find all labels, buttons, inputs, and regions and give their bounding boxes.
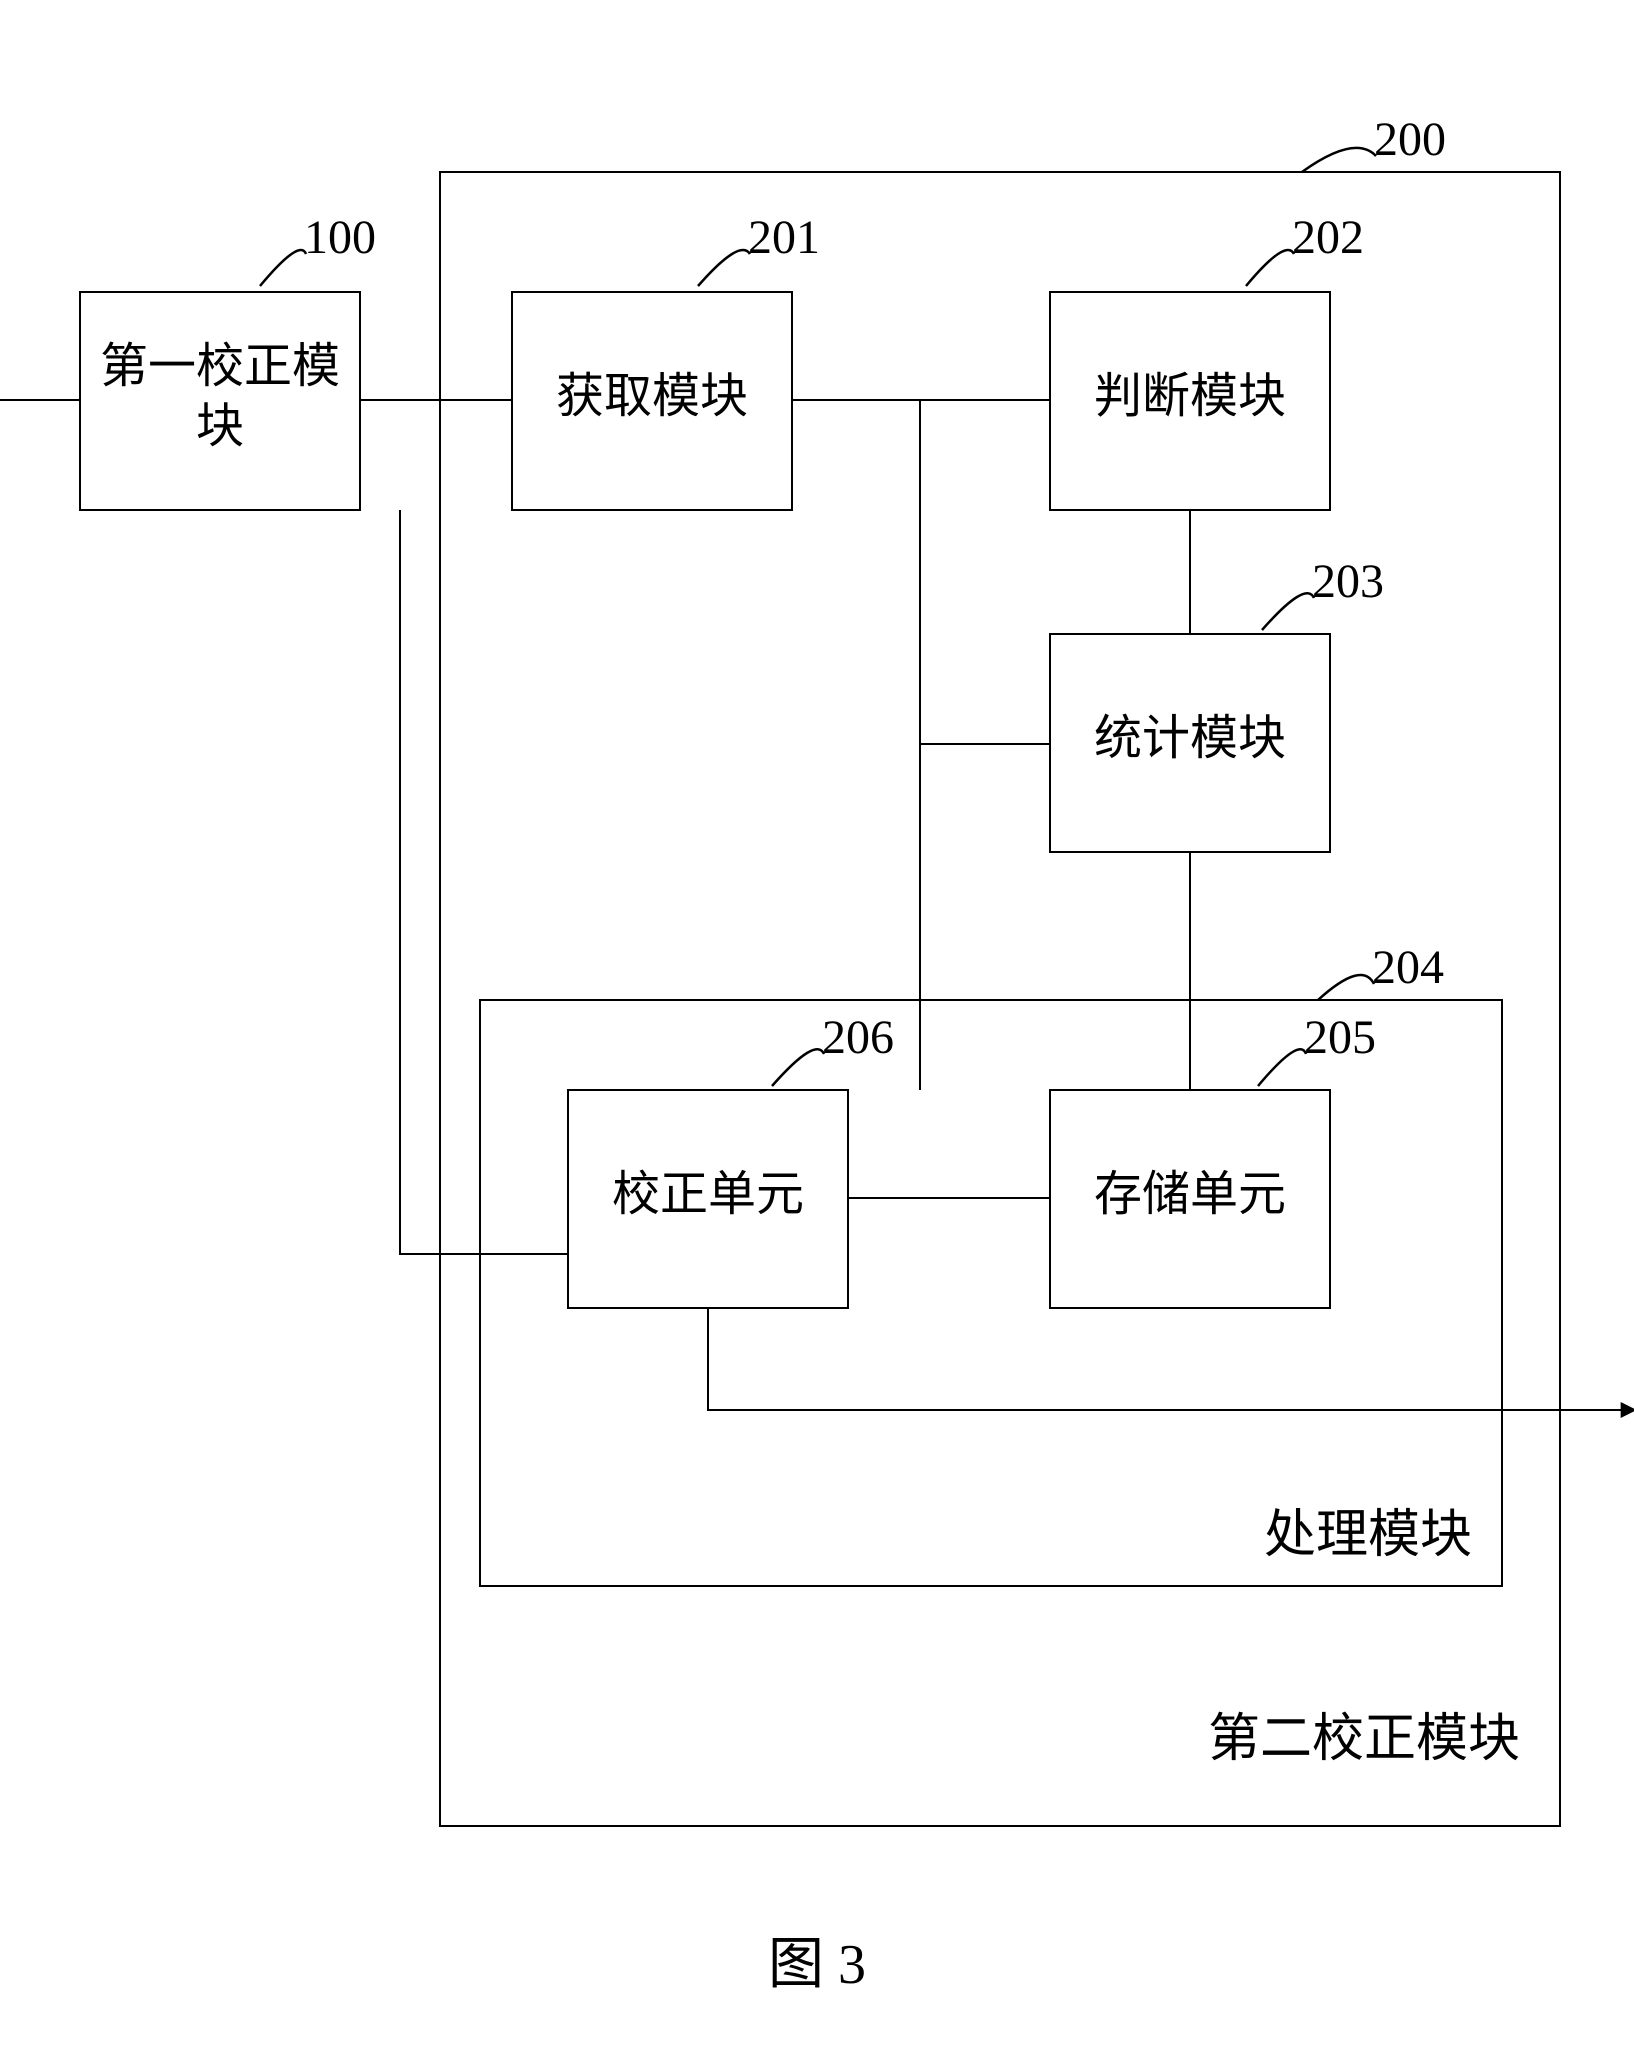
- n202-num: 202: [1292, 211, 1364, 264]
- n200-num: 200: [1374, 113, 1446, 166]
- b204-frame: [480, 1000, 1502, 1586]
- b203-label: 统计模块: [1094, 712, 1286, 765]
- n201-lead: [698, 250, 750, 286]
- n203-lead: [1262, 593, 1314, 630]
- wire-100-to-206: [400, 510, 568, 1254]
- wire-tee-to-203: [920, 400, 1050, 744]
- b202-label: 判断模块: [1094, 370, 1286, 423]
- n206-num: 206: [822, 1011, 894, 1064]
- n205-num: 205: [1304, 1011, 1376, 1064]
- n201-num: 201: [748, 211, 820, 264]
- n206-lead: [772, 1049, 824, 1086]
- b100-label: 第一校正模: [100, 340, 340, 393]
- n203-num: 203: [1312, 555, 1384, 608]
- n100-num: 100: [304, 211, 376, 264]
- n202-lead: [1246, 250, 1294, 286]
- b201-label: 获取模块: [556, 370, 748, 423]
- figure-caption: 图 3: [768, 1934, 866, 1996]
- n204-lead: [1318, 975, 1374, 1000]
- n200-lead: [1302, 148, 1376, 172]
- b206-label: 校正单元: [612, 1168, 804, 1221]
- b205-label: 存储单元: [1094, 1168, 1286, 1221]
- b100-label: 块: [196, 400, 244, 453]
- n204-num: 204: [1372, 941, 1444, 994]
- n100-lead: [260, 250, 306, 286]
- wire-206-to-out: [708, 1308, 1634, 1410]
- n205-lead: [1258, 1049, 1306, 1086]
- b200-label: 第二校正模块: [1208, 1711, 1520, 1768]
- b204-label: 处理模块: [1264, 1507, 1472, 1564]
